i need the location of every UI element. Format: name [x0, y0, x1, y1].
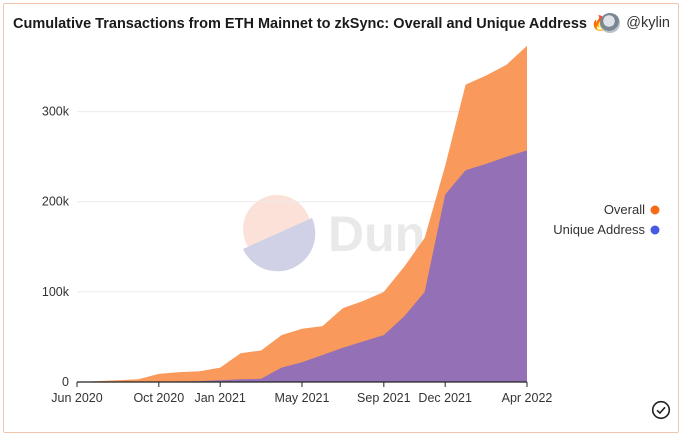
x-tick-label: Oct 2020: [133, 391, 184, 405]
area-series-overall[interactable]: [77, 45, 527, 383]
x-tick-label: Jan 2021: [194, 391, 245, 405]
check-circle-icon[interactable]: [651, 400, 671, 425]
y-tick-label: 0: [62, 375, 69, 389]
x-tick-label: Dec 2021: [418, 391, 472, 405]
legend-label-overall[interactable]: Overall: [604, 202, 645, 217]
legend-label-unique-address[interactable]: Unique Address: [553, 222, 645, 237]
legend-dot-icon: [650, 225, 660, 235]
avatar: [600, 13, 621, 33]
legend-dot-icon: [650, 205, 660, 215]
x-tick-label: Sep 2021: [357, 391, 411, 405]
x-tick-label: Apr 2022: [502, 391, 553, 405]
author-badge[interactable]: @kylin: [600, 13, 670, 33]
y-tick-label: 100k: [42, 285, 70, 299]
author-username[interactable]: @kylin: [626, 15, 670, 31]
y-tick-label: 300k: [42, 105, 70, 119]
x-tick-label: May 2021: [275, 391, 330, 405]
chart-card: Cumulative Transactions from ETH Mainnet…: [3, 3, 679, 433]
x-tick-label: Jun 2020: [51, 391, 102, 405]
plot-area: 0 100k 200k 300k Jun 2020 Oct 2020 Jan 2021 May…: [42, 45, 660, 405]
area-series-unique-address[interactable]: [77, 150, 527, 382]
y-tick-label: 200k: [42, 195, 70, 209]
